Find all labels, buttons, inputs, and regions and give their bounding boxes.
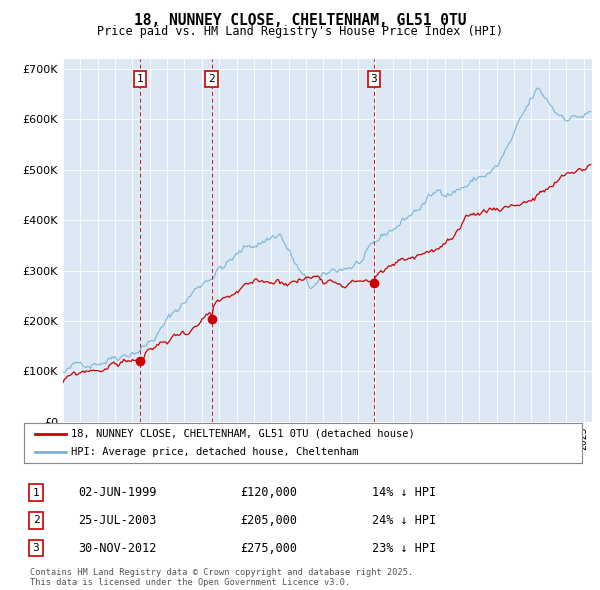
Text: 30-NOV-2012: 30-NOV-2012 [78,542,157,555]
Text: 3: 3 [371,74,377,84]
Text: 23% ↓ HPI: 23% ↓ HPI [372,542,436,555]
Text: 2: 2 [32,516,40,525]
Text: 18, NUNNEY CLOSE, CHELTENHAM, GL51 0TU (detached house): 18, NUNNEY CLOSE, CHELTENHAM, GL51 0TU (… [71,429,415,439]
Text: Contains HM Land Registry data © Crown copyright and database right 2025.
This d: Contains HM Land Registry data © Crown c… [30,568,413,587]
Text: 3: 3 [32,543,40,553]
Text: 24% ↓ HPI: 24% ↓ HPI [372,514,436,527]
Text: £275,000: £275,000 [240,542,297,555]
Text: Price paid vs. HM Land Registry's House Price Index (HPI): Price paid vs. HM Land Registry's House … [97,25,503,38]
Text: 02-JUN-1999: 02-JUN-1999 [78,486,157,499]
Text: 25-JUL-2003: 25-JUL-2003 [78,514,157,527]
Text: £205,000: £205,000 [240,514,297,527]
Text: 18, NUNNEY CLOSE, CHELTENHAM, GL51 0TU: 18, NUNNEY CLOSE, CHELTENHAM, GL51 0TU [134,13,466,28]
Text: £120,000: £120,000 [240,486,297,499]
Text: 14% ↓ HPI: 14% ↓ HPI [372,486,436,499]
Text: 1: 1 [32,488,40,497]
Text: 1: 1 [136,74,143,84]
Text: 2: 2 [208,74,215,84]
Text: HPI: Average price, detached house, Cheltenham: HPI: Average price, detached house, Chel… [71,447,359,457]
